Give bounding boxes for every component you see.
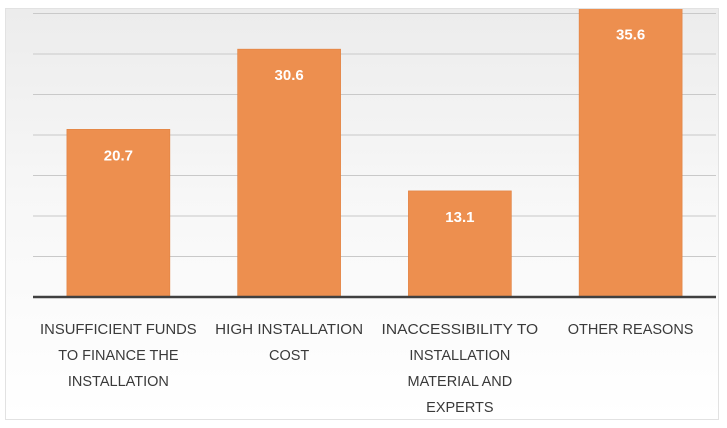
category-label: HIGH INSTALLATION — [215, 322, 363, 338]
category-label: TO FINANCE THE — [58, 348, 179, 364]
bar — [408, 190, 512, 298]
data-label: 13.1 — [445, 209, 474, 226]
chart-area: 20.7 INSUFFICIENT FUNDS TO FINANCE THE INST… — [5, 8, 719, 420]
bar-chart: 20.7 INSUFFICIENT FUNDS TO FINANCE THE INST… — [33, 9, 716, 416]
category-label: COST — [269, 348, 309, 364]
category-label: MATERIAL AND — [408, 374, 513, 390]
category-label: INACCESSIBILITY TO — [382, 322, 539, 338]
category-label: INSUFFICIENT FUNDS — [40, 322, 197, 338]
category-label: OTHER REASONS — [568, 322, 694, 338]
bar — [578, 9, 683, 298]
data-label: 30.6 — [275, 67, 304, 84]
category-label: EXPERTS — [426, 400, 493, 416]
data-label: 20.7 — [104, 147, 133, 164]
category-label: INSTALLATION — [68, 374, 169, 390]
data-label: 35.6 — [616, 27, 645, 44]
bar — [237, 48, 341, 298]
category-label: INSTALLATION — [409, 348, 510, 364]
